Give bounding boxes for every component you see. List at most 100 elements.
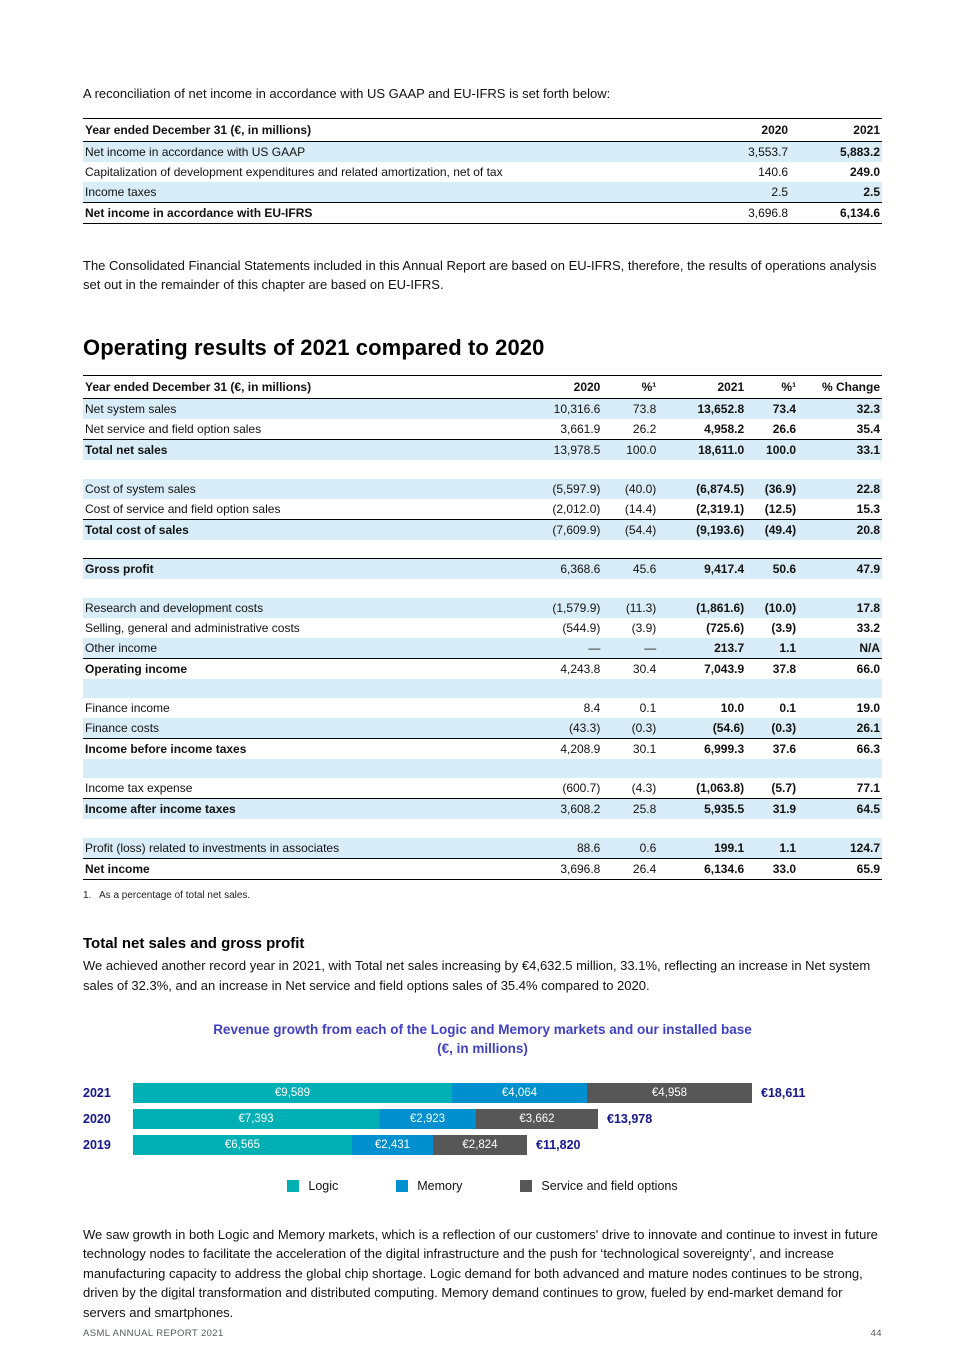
cell-value: (54.4) <box>602 518 659 540</box>
table-row: Finance costs (43.3) (0.3) (54.6) (0.3) 26.1 <box>83 718 882 739</box>
growth-paragraph: We saw growth in both Logic and Memory m… <box>83 1226 878 1320</box>
cell-value: 25.8 <box>602 798 659 819</box>
row-label: Net income in accordance with US GAAP <box>85 144 306 159</box>
cell-value: 26.1 <box>856 721 880 735</box>
row-label: Net income <box>83 858 515 880</box>
cell-value: (3.9) <box>771 621 797 635</box>
cell-value: (0.3) <box>771 721 797 735</box>
cell-value: (5,597.9) <box>552 481 601 496</box>
cell-value: 6,999.3 <box>658 738 747 759</box>
cell-value: 3,696.8 <box>514 858 603 880</box>
chart-bar-row: 2020 €7,393 €2,923 €3,662 €13,978 <box>83 1108 882 1129</box>
op-header-cell: %¹ <box>746 374 799 399</box>
chart-year-label: 2021 <box>83 1085 111 1100</box>
cell-value: (600.7) <box>562 781 601 795</box>
cell-value: (1,063.8) <box>696 781 745 795</box>
op-header-cell: %¹ <box>602 374 659 399</box>
cell-value: (12.5) <box>764 501 797 516</box>
cell-value: 33.1 <box>798 438 882 460</box>
cell-value: (2,012.0) <box>552 501 601 516</box>
spacer-row <box>83 819 882 838</box>
table-row: Finance income 8.4 0.1 10.0 0.1 19.0 <box>83 698 882 718</box>
bar-segment-memory: €4,064 <box>452 1082 587 1103</box>
cell-value: 20.8 <box>798 518 882 540</box>
cell-value: 26.4 <box>602 858 659 880</box>
cell-value: (3.9) <box>631 621 657 635</box>
bar-segment-memory: €2,923 <box>379 1108 476 1129</box>
cell-value: 33.0 <box>746 858 799 880</box>
chart-bars-area: 2021 €9,589 €4,064 €4,958 €18,611 2020 €7,393 €… <box>83 1082 882 1155</box>
cell-value: — <box>644 641 657 655</box>
bar-segment-service-and-field-options: €4,958 <box>587 1082 752 1103</box>
spacer-cell <box>83 540 882 559</box>
row-label: Net service and field option sales <box>85 421 262 436</box>
table-row: Selling, general and administrative cost… <box>83 618 882 638</box>
row-label: Total cost of sales <box>83 518 515 540</box>
cell-value: 100.0 <box>746 438 799 460</box>
table-row: Research and development costs (1,579.9) (… <box>83 598 882 618</box>
row-label: Net system sales <box>85 401 177 416</box>
row-label: Total net sales <box>83 438 515 460</box>
row-label: Finance costs <box>85 721 160 735</box>
cell-value: 5,935.5 <box>658 798 747 819</box>
cell-value: 26.6 <box>772 421 797 436</box>
cell-value: 1.1 <box>779 641 797 655</box>
cell-value: 140.6 <box>758 164 789 179</box>
cell-value: (10.0) <box>764 601 797 615</box>
row-label: Operating income <box>83 658 515 679</box>
chart-bar-row: 2021 €9,589 €4,064 €4,958 €18,611 <box>83 1082 882 1103</box>
spacer-row <box>83 679 882 698</box>
op-header-cell: 2020 <box>514 374 603 399</box>
table-row: Total net sales 13,978.5 100.0 18,611.0 100.… <box>83 438 882 460</box>
cell-value: 6,134.6 <box>790 201 882 224</box>
recon-header-cell: Year ended December 31 (€, in millions) <box>83 117 699 142</box>
legend-label: Memory <box>417 1178 463 1193</box>
legend-swatch <box>396 1179 409 1192</box>
footer-page-number: 44 <box>870 1328 882 1339</box>
row-label: Income taxes <box>85 184 157 199</box>
cell-value: 30.4 <box>602 658 659 679</box>
cell-value: 22.8 <box>856 481 880 496</box>
table-row: Income taxes 2.5 2.5 <box>83 181 882 202</box>
legend-swatch <box>520 1179 533 1192</box>
spacer-cell <box>83 460 882 479</box>
row-label: Other income <box>85 641 158 655</box>
legend-swatch <box>287 1179 300 1192</box>
cell-value: 19.0 <box>856 701 880 715</box>
row-label: Selling, general and administrative cost… <box>85 621 300 635</box>
table-row: Income before income taxes 4,208.9 30.1 6,9… <box>83 738 882 759</box>
bar-segment-memory: €2,431 <box>352 1134 433 1155</box>
cell-value: 13,652.8 <box>697 401 745 416</box>
cell-value: 32.3 <box>856 401 880 416</box>
cell-value: 5,883.2 <box>839 144 880 159</box>
cell-value: 45.6 <box>602 558 659 579</box>
cell-value: 35.4 <box>856 421 880 436</box>
chart-title: Revenue growth from each of the Logic an… <box>213 1022 752 1037</box>
row-label: Net income in accordance with EU-IFRS <box>83 201 699 224</box>
row-label: Capitalization of development expenditur… <box>85 164 503 179</box>
footnote-number: 1. <box>83 890 92 901</box>
reconciliation-table: Year ended December 31 (€, in millions) 2… <box>83 117 882 224</box>
cell-value: 13,978.5 <box>514 438 603 460</box>
cell-value: 4,243.8 <box>514 658 603 679</box>
bar-total-label: €11,820 <box>536 1137 581 1152</box>
subsection-title: Total net sales and gross profit <box>83 935 305 952</box>
cell-value: 4,208.9 <box>514 738 603 759</box>
intro-text: A reconciliation of net income in accord… <box>83 86 611 101</box>
row-label: Income after income taxes <box>83 798 515 819</box>
row-label: Income before income taxes <box>83 738 515 759</box>
recon-header-cell: 2021 <box>790 117 882 142</box>
cell-value: 88.6 <box>577 841 601 855</box>
cell-value: 31.9 <box>746 798 799 819</box>
sales-paragraph: We achieved another record year in 2021,… <box>83 958 871 993</box>
legend-item: Memory <box>396 1179 462 1193</box>
bar-segment-logic: €6,565 <box>133 1134 352 1155</box>
cell-value: (4.3) <box>631 781 657 795</box>
table-row: Total cost of sales (7,609.9) (54.4) (9,193… <box>83 518 882 540</box>
cell-value: 124.7 <box>849 841 880 855</box>
row-label: Research and development costs <box>85 601 264 615</box>
cell-value: 15.3 <box>856 501 880 516</box>
legend-label: Logic <box>308 1178 339 1193</box>
table-row: Operating income 4,243.8 30.4 7,043.9 37.8 66… <box>83 658 882 679</box>
